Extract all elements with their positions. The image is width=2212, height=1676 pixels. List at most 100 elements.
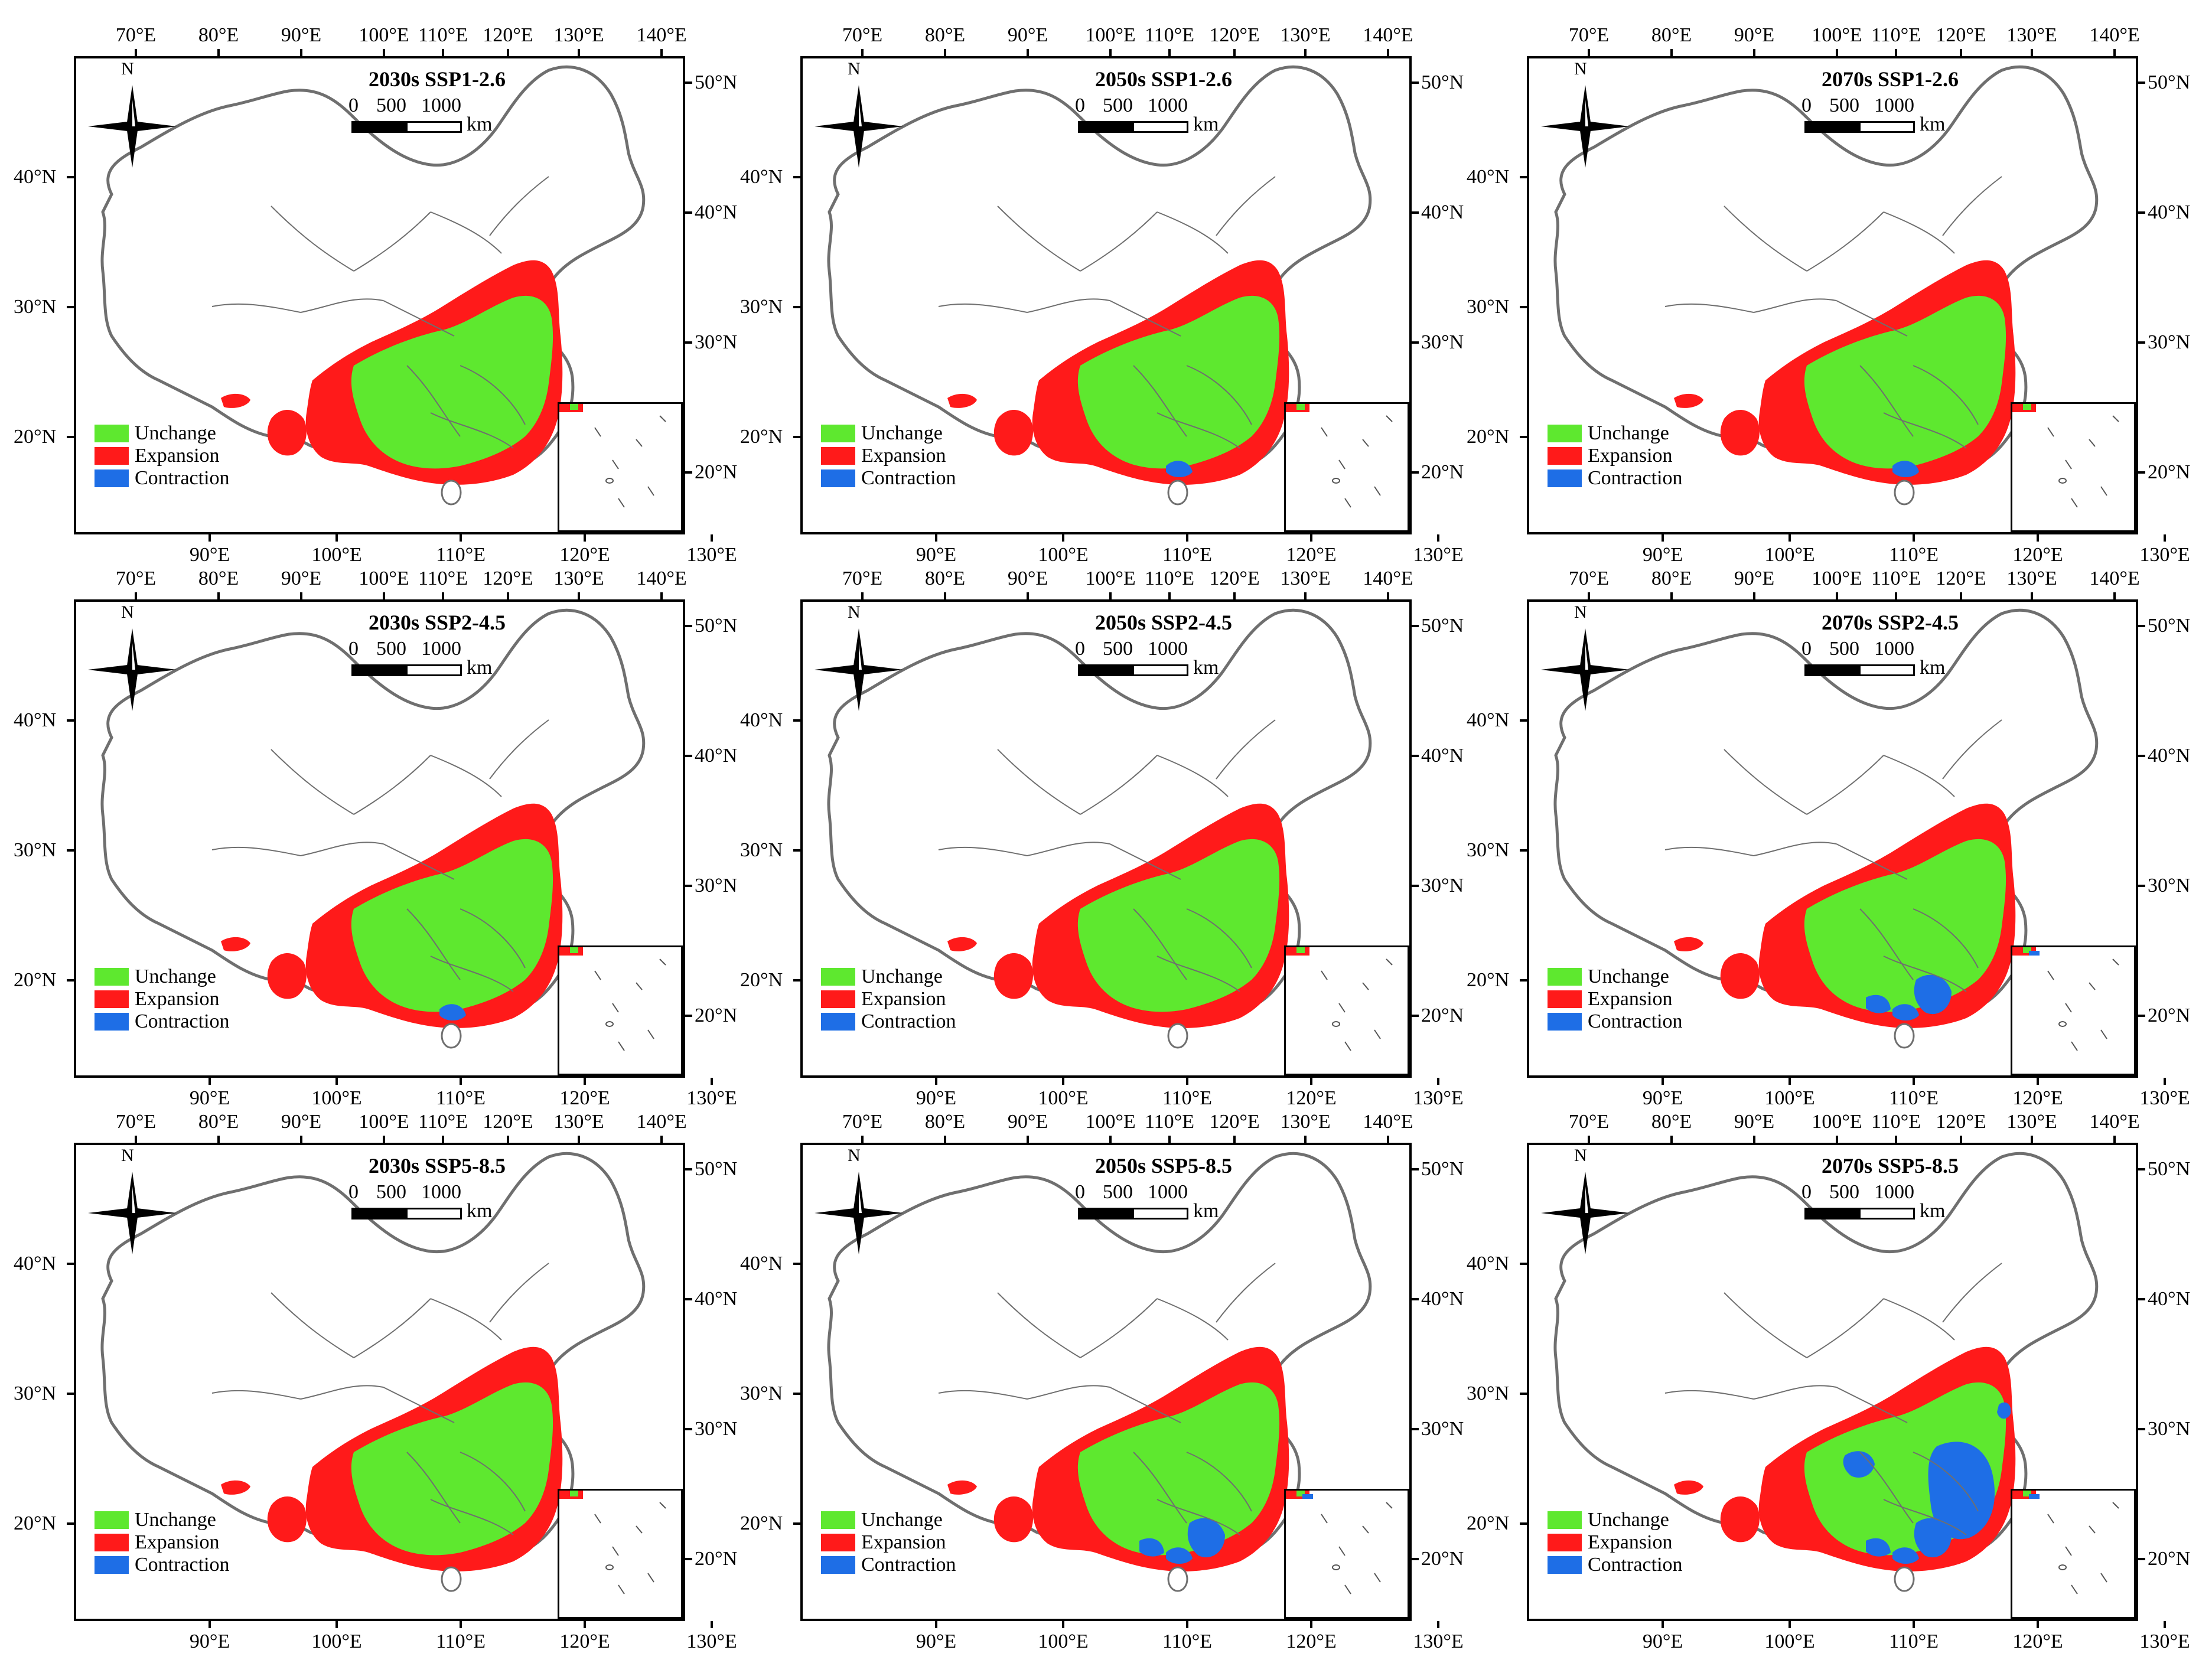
compass-east-arm	[132, 121, 177, 132]
tick-mark	[660, 592, 663, 599]
inset-unchanged-strip	[1296, 947, 1305, 953]
panel-title: 2070s SSP1-2.6	[1821, 67, 1959, 91]
tick-mark	[578, 1136, 580, 1143]
tick-mark	[2138, 471, 2145, 474]
axis-label-right: 50°N	[695, 615, 738, 637]
legend-swatch-contraction	[821, 469, 855, 487]
province-boundary	[1913, 365, 1979, 425]
axis-label-bottom: 100°E	[1038, 1631, 1089, 1652]
expansion-area-tibet	[221, 393, 250, 408]
expansion-area-tibet	[221, 937, 250, 951]
axis-label-top: 140°E	[1363, 568, 1413, 589]
tick-mark	[861, 592, 864, 599]
tick-mark	[1027, 1136, 1029, 1143]
axis-label-top: 90°E	[1007, 24, 1048, 46]
expansion-area-yunnan	[1720, 953, 1760, 999]
inset-island-mark	[594, 427, 601, 437]
axis-label-top: 120°E	[1936, 1111, 1986, 1133]
tick-mark	[1753, 1136, 1755, 1143]
tick-mark	[67, 1522, 74, 1525]
inset-island-mark	[2089, 982, 2096, 990]
inset-island-mark	[2089, 1525, 2096, 1534]
tick-mark	[1186, 534, 1188, 542]
axis-label-bottom: 120°E	[2012, 1631, 2063, 1652]
axis-label-top: 80°E	[924, 568, 966, 589]
tick-mark	[1233, 49, 1236, 56]
axis-label-bottom: 110°E	[1888, 1631, 1939, 1652]
tick-mark	[1062, 534, 1064, 542]
legend-label: Contraction	[861, 1554, 956, 1576]
province-boundary	[1027, 842, 1110, 856]
axis-label-bottom: 120°E	[559, 1087, 610, 1109]
legend-label: Expansion	[861, 1531, 946, 1553]
axis-label-right: 50°N	[695, 1158, 738, 1180]
legend-label: Contraction	[135, 1554, 230, 1576]
axis-label-top: 110°E	[1144, 568, 1195, 589]
unchanged-area	[1077, 295, 1280, 469]
compass-west-arm	[815, 121, 859, 132]
inset-island-mark	[1362, 439, 1369, 447]
expansion-area-yunnan	[993, 410, 1033, 456]
legend-swatch-expansion	[95, 447, 129, 465]
map-frame	[74, 56, 685, 534]
scale-bar-black	[351, 664, 408, 676]
inset-island-mark	[1332, 1564, 1340, 1570]
axis-label-top: 80°E	[924, 24, 966, 46]
legend-label: Unchange	[1588, 1509, 1669, 1531]
legend-swatch-unchanged	[95, 968, 129, 986]
expansion-area-tibet	[947, 937, 977, 951]
axis-label-bottom: 130°E	[1413, 544, 1464, 566]
tick-mark	[1027, 592, 1029, 599]
inset-island-mark	[618, 498, 625, 508]
scale-number: 0	[1075, 638, 1085, 660]
expansion-area-yunnan	[267, 1496, 307, 1543]
axis-label-top: 70°E	[115, 24, 157, 46]
tick-mark	[335, 1078, 338, 1085]
province-boundary	[997, 206, 1081, 272]
province-boundary	[430, 1499, 514, 1535]
scale-unit: km	[467, 113, 493, 135]
axis-label-left: 30°N	[740, 296, 783, 318]
tick-mark	[685, 755, 692, 757]
legend-label: Unchange	[135, 966, 216, 987]
tick-mark	[1412, 341, 1419, 344]
province-boundary	[997, 1292, 1081, 1358]
axis-label-right: 50°N	[695, 71, 738, 93]
province-boundary	[1859, 908, 1914, 980]
map-canvas	[88, 608, 646, 1049]
axis-label-bottom: 120°E	[1286, 1087, 1337, 1109]
province-boundary	[383, 1387, 455, 1423]
legend-swatch-unchanged	[821, 425, 855, 442]
tick-mark	[1387, 592, 1389, 599]
tick-mark	[383, 1136, 385, 1143]
province-boundary	[1186, 908, 1252, 969]
panel-title: 2030s SSP5-8.5	[368, 1154, 506, 1178]
axis-label-left: 40°N	[1467, 166, 1510, 188]
province-boundary	[1157, 956, 1240, 992]
inset-unchanged-strip	[570, 1491, 578, 1496]
axis-label-right: 50°N	[2148, 1158, 2191, 1180]
axis-label-left: 40°N	[740, 1253, 783, 1274]
tick-mark	[944, 49, 946, 56]
compass-east-arm	[1585, 664, 1630, 675]
inset-island-mark	[612, 1546, 619, 1556]
legend-label: Unchange	[135, 422, 216, 444]
axis-label-right: 40°N	[695, 745, 738, 767]
tick-mark	[300, 592, 302, 599]
scale-bar-black	[1078, 1208, 1134, 1219]
legend-label: Unchange	[135, 1509, 216, 1531]
compass-west-arm	[815, 664, 859, 675]
axis-label-right: 30°N	[1421, 875, 1464, 896]
province-boundary	[406, 908, 461, 980]
legend-swatch-contraction	[821, 1556, 855, 1574]
tick-mark	[217, 592, 220, 599]
tick-mark	[2031, 1136, 2033, 1143]
tick-mark	[711, 534, 713, 542]
inset-contraction-strip	[2029, 951, 2040, 956]
tick-mark	[1895, 592, 1897, 599]
inset-island-mark	[2065, 459, 2072, 469]
axis-label-top: 90°E	[281, 24, 322, 46]
axis-label-top: 110°E	[418, 24, 468, 46]
inset-island-mark	[605, 478, 614, 484]
